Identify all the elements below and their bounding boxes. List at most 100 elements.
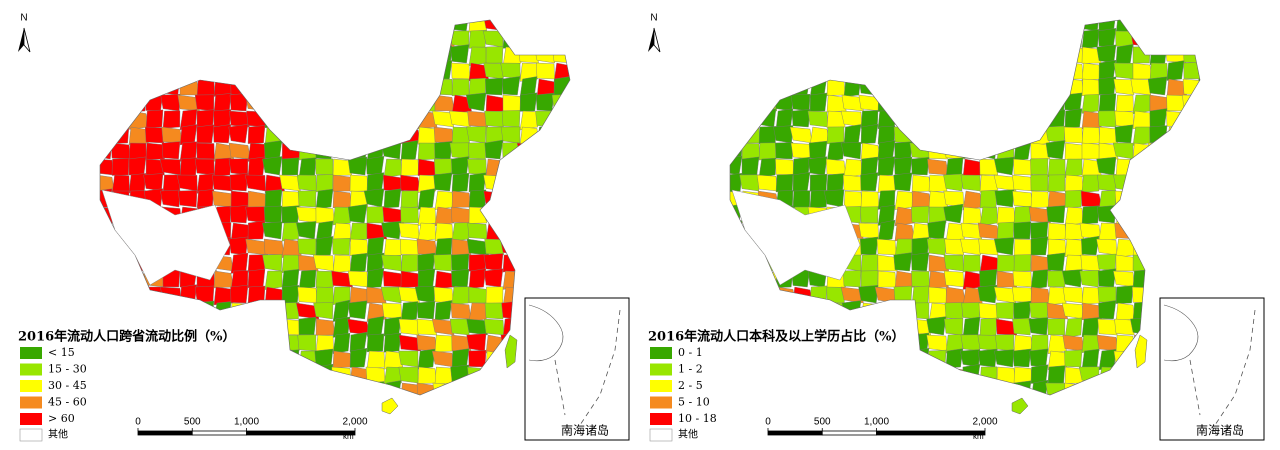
region <box>860 206 879 224</box>
region <box>100 20 114 32</box>
region <box>281 382 301 395</box>
region <box>281 238 302 258</box>
region <box>468 286 489 304</box>
region <box>162 350 181 369</box>
region <box>282 399 300 416</box>
region <box>1198 20 1200 32</box>
region <box>892 380 913 395</box>
region <box>742 398 759 415</box>
region <box>877 219 896 243</box>
hainan <box>381 397 399 415</box>
region <box>210 30 235 48</box>
region <box>943 173 964 192</box>
region <box>1115 254 1136 272</box>
region <box>1130 78 1151 96</box>
region <box>1201 142 1218 160</box>
region <box>178 366 200 384</box>
region <box>758 157 777 178</box>
region <box>877 366 896 384</box>
region <box>398 92 419 112</box>
scale-label: 500 <box>184 417 201 428</box>
map-panel: N 2016年流动人口本科及以上学历占比（%）0 - 1 1 - 2 2 - 5 5 -… <box>648 13 1265 442</box>
region <box>1012 45 1032 64</box>
region <box>264 318 284 337</box>
region <box>730 300 743 320</box>
region <box>160 76 181 96</box>
region <box>398 222 420 240</box>
region <box>1081 205 1100 225</box>
region <box>1047 270 1066 288</box>
region <box>758 30 778 48</box>
region <box>519 188 538 209</box>
region <box>264 333 283 352</box>
region <box>281 222 300 242</box>
region <box>468 189 487 209</box>
region <box>313 92 334 112</box>
region <box>1182 78 1200 96</box>
region <box>247 382 266 395</box>
region <box>502 189 521 211</box>
region <box>229 350 251 368</box>
region <box>264 286 285 305</box>
region <box>840 142 862 160</box>
region <box>468 254 487 272</box>
region <box>1081 334 1100 353</box>
region <box>417 268 436 288</box>
region <box>263 205 283 224</box>
region <box>1201 255 1220 272</box>
region <box>468 29 487 49</box>
region <box>1081 286 1101 305</box>
region <box>730 155 743 176</box>
north-arrow-half <box>653 27 661 53</box>
region <box>1166 94 1185 112</box>
region <box>468 142 487 160</box>
region <box>809 59 828 80</box>
region <box>145 366 164 387</box>
region <box>1013 158 1033 176</box>
region <box>943 203 964 224</box>
region <box>741 62 760 83</box>
region <box>568 20 570 32</box>
region <box>247 62 268 82</box>
region <box>928 78 948 97</box>
region <box>281 110 301 128</box>
region <box>730 93 743 113</box>
region <box>451 269 470 288</box>
region <box>434 206 455 226</box>
region <box>366 206 385 224</box>
region <box>730 29 743 49</box>
region <box>740 366 762 384</box>
region <box>730 44 743 64</box>
region <box>162 110 181 129</box>
region <box>1097 174 1117 192</box>
region <box>1201 173 1218 192</box>
region <box>247 125 266 144</box>
region <box>176 174 198 192</box>
region <box>298 157 317 178</box>
region <box>1130 20 1151 32</box>
region <box>298 20 317 32</box>
region <box>928 20 947 33</box>
region <box>553 252 570 272</box>
region <box>741 28 760 48</box>
region <box>314 76 334 96</box>
region <box>196 380 215 395</box>
region <box>809 20 828 33</box>
region <box>758 46 779 65</box>
region <box>996 125 1015 146</box>
region <box>792 350 811 369</box>
region <box>860 30 879 50</box>
scale-label: 2,000 <box>972 417 997 428</box>
region <box>247 78 267 97</box>
region <box>739 174 760 192</box>
region <box>911 62 930 80</box>
region <box>349 222 368 242</box>
region <box>1030 46 1051 64</box>
region <box>100 382 113 395</box>
region <box>1013 238 1032 257</box>
region <box>400 20 420 32</box>
region <box>382 20 405 32</box>
region <box>297 286 318 304</box>
taiwan <box>504 334 518 369</box>
region <box>927 110 949 128</box>
